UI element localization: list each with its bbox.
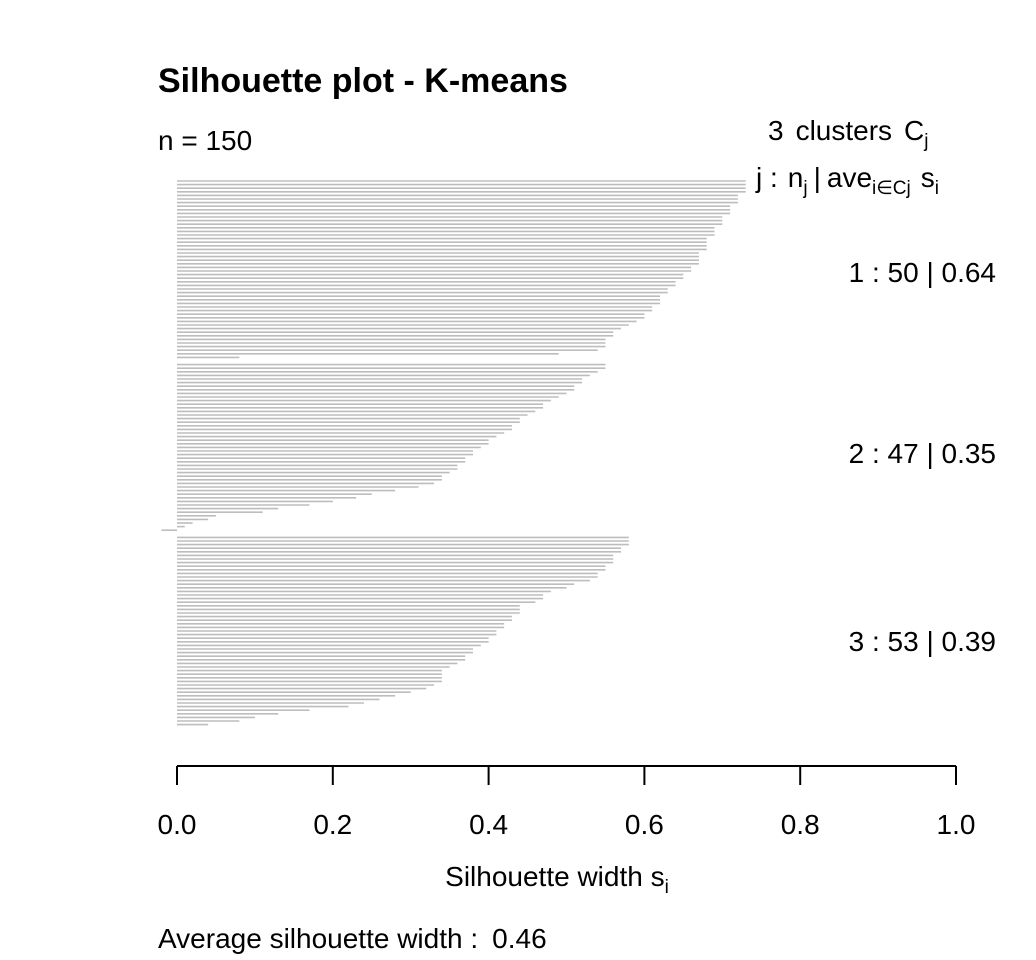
header-j: j : xyxy=(755,162,778,193)
chart-subtitle: n = 150 xyxy=(158,125,252,156)
x-axis-label-subscript: i xyxy=(665,877,669,898)
header-ave: ave xyxy=(827,162,872,193)
header-s-subscript: i xyxy=(935,178,939,199)
average-silhouette-width: Average silhouette width : 0.46 xyxy=(158,923,547,954)
cluster-symbol-subscript: j xyxy=(923,131,928,152)
x-tick-label-5: 1.0 xyxy=(937,809,976,840)
x-axis-label: Silhouette width si xyxy=(445,861,669,898)
cluster-symbol: C xyxy=(904,115,924,146)
header-n: n xyxy=(788,162,804,193)
x-axis: 0.0 0.2 0.4 0.6 0.8 1.0 xyxy=(158,765,976,840)
x-tick-label-2: 0.4 xyxy=(469,809,508,840)
x-tick-label-1: 0.2 xyxy=(313,809,352,840)
header-ave-subscript: i∈Cj xyxy=(872,178,911,199)
silhouette-bars xyxy=(161,180,746,726)
average-label: Average silhouette width : xyxy=(158,923,478,954)
cluster-label-2: 2 : 47 | 0.35 xyxy=(849,438,996,469)
header-n-subscript: j xyxy=(802,178,807,199)
x-axis-label-main: Silhouette width s xyxy=(445,861,664,892)
x-tick-label-0: 0.0 xyxy=(158,809,197,840)
header-separator: | xyxy=(814,162,821,193)
header-s: s xyxy=(921,162,935,193)
cluster-label-1: 1 : 50 | 0.64 xyxy=(849,257,996,288)
average-value: 0.46 xyxy=(492,923,547,954)
x-tick-label-3: 0.6 xyxy=(625,809,664,840)
cluster-count: 3 xyxy=(768,115,784,146)
clusters-word: clusters xyxy=(796,115,892,146)
legend-header-line1: 3 clusters Cj xyxy=(768,115,929,152)
cluster-label-3: 3 : 53 | 0.39 xyxy=(849,626,996,657)
x-tick-label-4: 0.8 xyxy=(781,809,820,840)
chart-title: Silhouette plot - K-means xyxy=(158,62,568,100)
legend-header-line2: j : nj | avei∈Cj si xyxy=(755,162,939,199)
